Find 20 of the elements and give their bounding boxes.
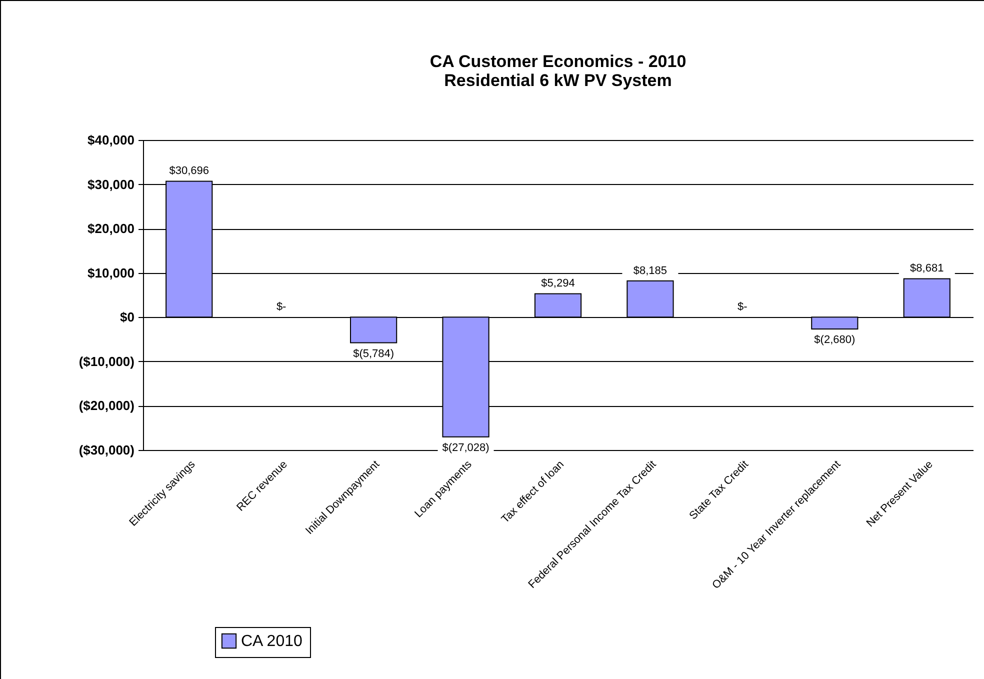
y-tick-label: ($30,000) <box>78 442 134 458</box>
y-tick-label: ($20,000) <box>78 398 134 414</box>
y-tick-label: $20,000 <box>88 221 134 236</box>
chart-subtitle: Residential 6 kW PV System <box>444 71 672 90</box>
legend-label: CA 2010 <box>241 633 302 650</box>
y-tick-label: $0 <box>120 310 134 325</box>
y-tick-label: ($10,000) <box>78 354 134 369</box>
data-label: $(27,028) <box>442 442 490 454</box>
data-label: $- <box>276 301 287 314</box>
y-tick-label: $10,000 <box>88 265 134 280</box>
y-tick-label: $30,000 <box>88 176 134 192</box>
y-tick-label: $40,000 <box>88 132 134 148</box>
data-label: $5,294 <box>541 278 575 290</box>
chart-title: CA Customer Economics - 2010 <box>430 52 686 71</box>
data-label: $- <box>738 301 748 314</box>
data-label: $8,185 <box>633 264 668 277</box>
data-label: $30,696 <box>169 165 209 178</box>
data-label: $(5,784) <box>353 348 394 360</box>
data-label: $(2,680) <box>814 334 856 346</box>
data-label: $8,681 <box>910 262 944 275</box>
